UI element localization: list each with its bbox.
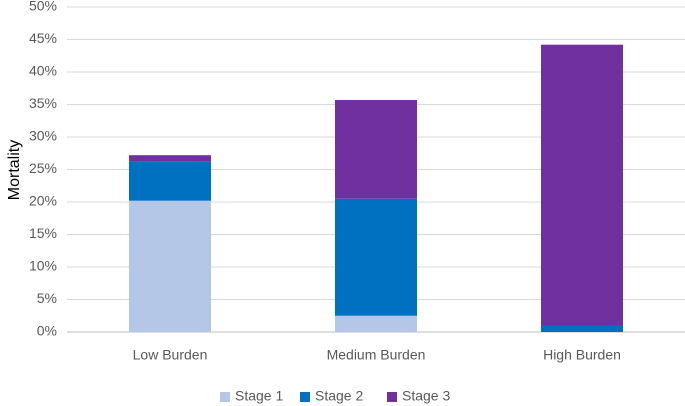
y-axis-tick-labels: 0% 5% 10% 15% 20% 25% 30% 35% 40% 45% 50% (29, 0, 57, 339)
bar-segment-stage-2 (335, 198, 417, 316)
legend-label: Stage 1 (235, 388, 283, 404)
y-tick-label: 40% (29, 63, 57, 79)
bar-segment-stage-3 (335, 99, 417, 199)
y-axis-title: Mortality (6, 140, 23, 200)
bar-segment-stage-1 (129, 200, 211, 332)
x-tick-label: Low Burden (133, 347, 208, 363)
y-tick-label: 10% (29, 258, 57, 274)
bar-segment-stage-1 (335, 315, 417, 332)
legend-swatch (387, 392, 397, 402)
legend: Stage 1 Stage 2 Stage 3 (220, 388, 450, 404)
bars (129, 44, 623, 332)
y-tick-label: 5% (37, 290, 57, 306)
bar-segment-stage-2 (541, 325, 623, 332)
y-tick-label: 35% (29, 95, 57, 111)
legend-swatch (300, 392, 310, 402)
bar-segment-stage-3 (541, 44, 623, 326)
y-tick-label: 0% (37, 323, 57, 339)
legend-label: Stage 2 (315, 388, 363, 404)
legend-label: Stage 3 (402, 388, 450, 404)
legend-swatch (220, 392, 230, 402)
y-tick-label: 30% (29, 128, 57, 144)
y-tick-label: 15% (29, 225, 57, 241)
y-tick-label: 45% (29, 30, 57, 46)
y-tick-label: 25% (29, 160, 57, 176)
y-tick-label: 50% (29, 0, 57, 14)
y-tick-label: 20% (29, 193, 57, 209)
bar-segment-stage-3 (129, 155, 211, 162)
x-axis-tick-labels: Low Burden Medium Burden High Burden (133, 347, 621, 363)
x-tick-label: Medium Burden (327, 347, 426, 363)
x-tick-label: High Burden (543, 347, 621, 363)
bar-segment-stage-2 (129, 161, 211, 201)
